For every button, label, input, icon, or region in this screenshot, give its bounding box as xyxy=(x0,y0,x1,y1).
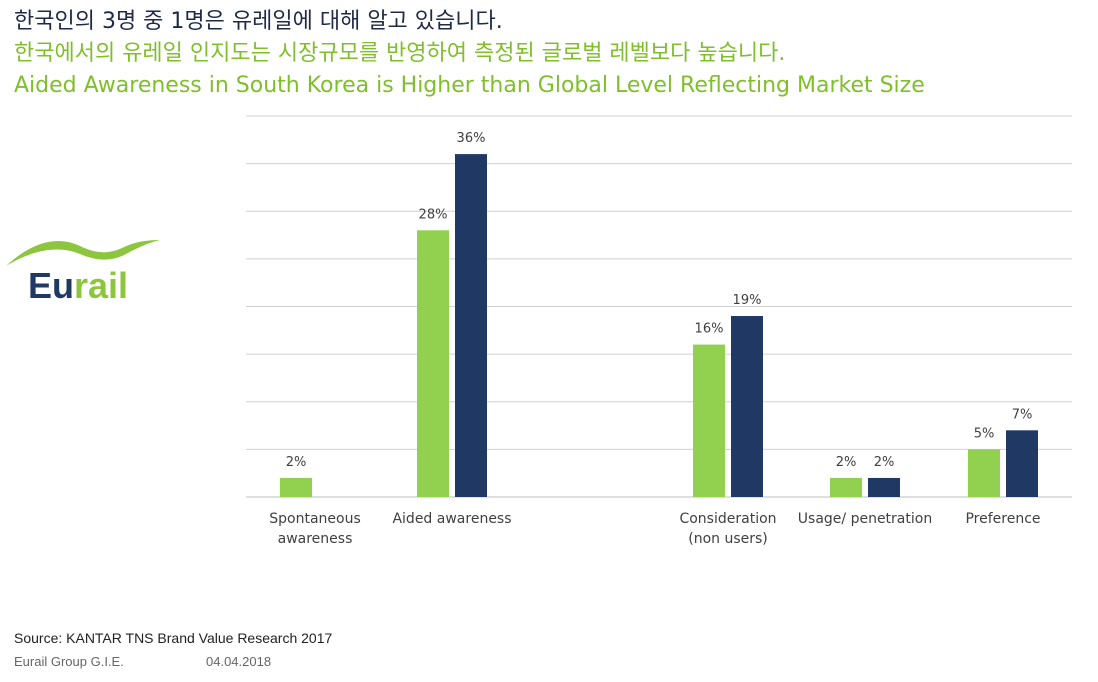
bar xyxy=(968,449,1000,497)
page-title: 한국인의 3명 중 1명은 유레일에 대해 알고 있습니다. 한국에서의 유레일… xyxy=(14,6,925,102)
bar xyxy=(1006,430,1038,497)
bar xyxy=(868,477,900,497)
footer: Eurail Group G.I.E. 04.04.2018 xyxy=(14,654,271,669)
title-korean-1: 한국인의 3명 중 1명은 유레일에 대해 알고 있습니다. xyxy=(14,9,503,34)
category-label: (non users) xyxy=(688,531,768,547)
bar xyxy=(830,477,862,497)
category-label: awareness xyxy=(278,531,353,547)
logo-swoosh-icon xyxy=(6,240,160,266)
category-label: Spontaneous xyxy=(269,511,361,527)
footer-date: 04.04.2018 xyxy=(206,654,272,669)
data-label: 16% xyxy=(695,322,724,337)
bar xyxy=(731,316,763,497)
bar xyxy=(455,154,487,497)
logo-text-eu: Eu xyxy=(28,265,74,306)
data-label: 5% xyxy=(974,426,995,441)
bar xyxy=(417,230,449,498)
category-label: Usage/ penetration xyxy=(798,511,932,527)
footer-org: Eurail Group G.I.E. xyxy=(14,654,124,669)
data-label: 2% xyxy=(286,455,307,470)
data-label: 7% xyxy=(1012,407,1033,422)
data-label: 2% xyxy=(874,455,895,470)
data-label: 36% xyxy=(457,131,486,146)
title-korean-2: 한국에서의 유레일 인지도는 시장규모를 반영하여 측정된 글로벌 레벨보다 높… xyxy=(14,41,786,66)
source-note: Source: KANTAR TNS Brand Value Research … xyxy=(14,630,333,646)
svg-text:Eurail: Eurail xyxy=(28,265,128,306)
category-label: Consideration xyxy=(679,511,776,527)
title-english: Aided Awareness in South Korea is Higher… xyxy=(14,73,925,98)
data-label: 19% xyxy=(733,293,762,308)
category-label: Preference xyxy=(965,511,1040,527)
bar xyxy=(280,477,312,497)
category-label: Aided awareness xyxy=(392,511,511,527)
eurail-logo: Eurail xyxy=(6,240,160,306)
bar-chart: 2% 28% 16% 2% 5% 36% 19% 2% 7% Spontaneous awarene… xyxy=(246,115,1072,547)
data-label: 2% xyxy=(836,455,857,470)
data-label: 28% xyxy=(419,207,448,222)
logo-text-rail: rail xyxy=(74,265,128,306)
bar xyxy=(693,344,725,497)
